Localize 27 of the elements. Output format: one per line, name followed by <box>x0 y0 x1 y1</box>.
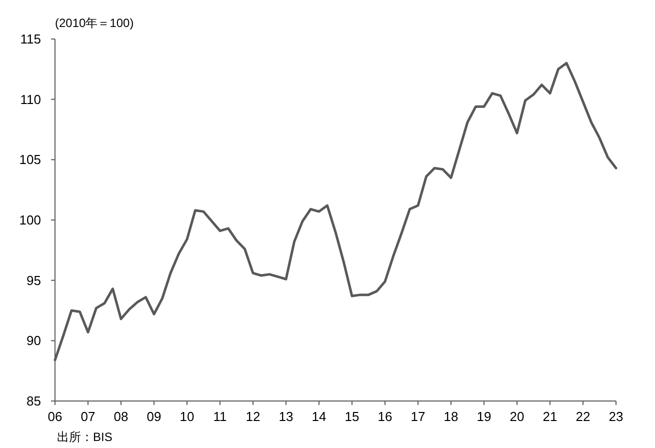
y-tick-label: 110 <box>20 92 41 107</box>
y-tick-label: 105 <box>19 152 41 168</box>
x-tick-label: 16 <box>378 409 392 424</box>
x-tick-label: 19 <box>476 409 492 424</box>
y-tick-label: 95 <box>26 272 41 288</box>
text: 出所：BIS <box>57 430 112 444</box>
x-tick-label: 06 <box>48 409 62 424</box>
x-tick-label: 07 <box>80 409 96 424</box>
x-tick-label: 22 <box>576 409 590 424</box>
x-tick-label: 15 <box>344 409 360 424</box>
x-tick-label: 11 <box>213 409 227 424</box>
y-axis-title: (2010年＝100) <box>55 16 134 30</box>
x-tick-label: 21 <box>542 409 558 424</box>
y-tick-label: 85 <box>26 394 41 409</box>
x-tick-label: 17 <box>410 409 426 424</box>
x-tick-label: 08 <box>114 409 128 424</box>
y-tick-label: 90 <box>26 333 41 348</box>
x-tick-label: 20 <box>510 409 524 424</box>
x-tick-label: 23 <box>608 409 624 424</box>
x-tick-label: 13 <box>278 409 294 424</box>
x-tick-label: 09 <box>146 409 162 424</box>
x-tick-label: 14 <box>312 409 326 424</box>
x-tick-label: 12 <box>246 409 260 424</box>
y-tick-label: 115 <box>20 32 41 47</box>
x-tick-label: 10 <box>180 409 194 424</box>
y-tick-label: 100 <box>19 212 41 228</box>
x-tick-label: 18 <box>444 409 458 424</box>
